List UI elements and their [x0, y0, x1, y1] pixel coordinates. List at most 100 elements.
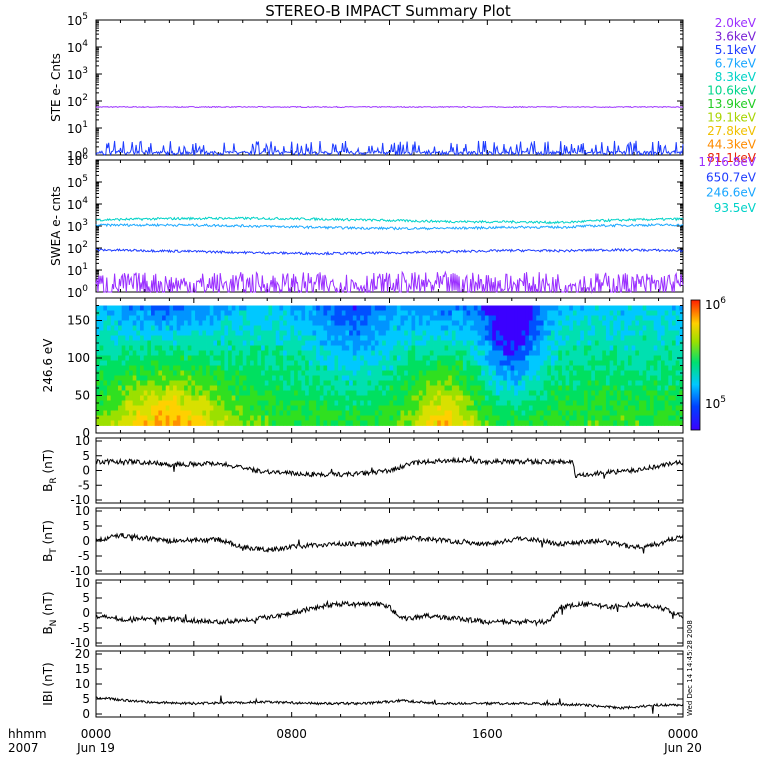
- pad-cell: [198, 380, 203, 386]
- legend-ste-entry: 5.1keV: [715, 43, 757, 57]
- pad-cell: [627, 365, 633, 371]
- pad-cell: [664, 360, 669, 366]
- pad-cell: [275, 385, 280, 391]
- pad-cell: [228, 400, 233, 406]
- pad-cell: [620, 375, 625, 381]
- pad-cell: [466, 375, 471, 381]
- pad-cell: [572, 385, 578, 391]
- pad-cell: [444, 385, 449, 391]
- pad-cell: [228, 380, 233, 386]
- pad-cell: [264, 410, 269, 416]
- pad-cell: [195, 315, 200, 321]
- pad-cell: [671, 350, 677, 356]
- pad-cell: [209, 335, 214, 341]
- pad-cell: [352, 350, 357, 356]
- pad-cell: [437, 325, 442, 331]
- pad-cell: [279, 380, 284, 386]
- pad-cell: [294, 395, 299, 401]
- pad-cell: [114, 385, 119, 391]
- pad-cell: [671, 325, 677, 331]
- pad-cell: [418, 365, 423, 371]
- pad-cell: [671, 305, 677, 311]
- pad-cell: [184, 360, 189, 366]
- pad-cell: [517, 380, 522, 386]
- pad-cell: [583, 355, 589, 361]
- pad-cell: [264, 375, 269, 381]
- pad-cell: [558, 350, 563, 356]
- pad-cell: [217, 315, 222, 321]
- swea-ytick-label: 101: [67, 262, 88, 278]
- pad-cell: [367, 405, 372, 411]
- pad-cell: [470, 370, 475, 376]
- pad-cell: [253, 325, 258, 331]
- pad-cell: [301, 400, 306, 406]
- pad-cell: [235, 355, 240, 361]
- pad-cell: [220, 400, 225, 406]
- pad-cell: [609, 315, 614, 321]
- pad-cell: [103, 340, 108, 346]
- pad-cell: [675, 405, 680, 411]
- pad-cell: [451, 305, 456, 311]
- pad-cell: [477, 360, 482, 366]
- pad-cell: [312, 355, 317, 361]
- pad-cell: [492, 405, 497, 411]
- pad-cell: [360, 310, 365, 316]
- pad-cell: [440, 370, 445, 376]
- pad-cell: [253, 370, 258, 376]
- pad-cell: [609, 400, 614, 406]
- pad-cell: [378, 415, 383, 421]
- pad-cell: [437, 415, 442, 421]
- pad-cell: [649, 395, 655, 401]
- pad-cell: [184, 395, 189, 401]
- pad-cell: [99, 390, 104, 396]
- pad-cell: [327, 315, 332, 321]
- pad-cell: [528, 335, 533, 341]
- pad-cell: [591, 405, 596, 411]
- pad-cell: [429, 410, 434, 416]
- pad-cell: [415, 305, 420, 311]
- pad-cell: [598, 360, 603, 366]
- pad-cell: [338, 325, 343, 331]
- pad-cell: [664, 385, 669, 391]
- pad-cell: [371, 335, 376, 341]
- pad-cell: [213, 340, 218, 346]
- pad-cell: [547, 395, 552, 401]
- pad-cell: [235, 315, 240, 321]
- pad-cell: [319, 340, 324, 346]
- pad-cell: [250, 340, 255, 346]
- pad-cell: [147, 420, 152, 426]
- pad-cell: [224, 375, 229, 381]
- pad-cell: [440, 325, 445, 331]
- pad-cell: [283, 320, 288, 326]
- pad-cell: [279, 385, 284, 391]
- pad-cell: [396, 385, 401, 391]
- pad-cell: [558, 325, 563, 331]
- pad-cell: [323, 335, 328, 341]
- pad-cell: [653, 335, 658, 341]
- pad-cell: [565, 340, 570, 346]
- pad-cell: [297, 415, 302, 421]
- pad-cell: [664, 320, 669, 326]
- pad-cell: [620, 410, 625, 416]
- pad-cell: [638, 360, 644, 366]
- pad-cell: [297, 370, 302, 376]
- pad-cell: [184, 390, 189, 396]
- pad-cell: [268, 355, 273, 361]
- pad-cell: [558, 335, 563, 341]
- pad-cell: [191, 335, 196, 341]
- pad-cell: [312, 315, 317, 321]
- pad-cell: [107, 320, 112, 326]
- pad-cell: [356, 395, 361, 401]
- pad-cell: [220, 405, 225, 411]
- pad-cell: [242, 335, 247, 341]
- pad-cell: [136, 390, 141, 396]
- time-tick-date: Jun 20: [663, 741, 702, 755]
- pad-cell: [426, 350, 431, 356]
- pad-cell: [110, 330, 115, 336]
- pad-cell: [191, 350, 196, 356]
- pad-cell: [272, 330, 277, 336]
- pad-cell: [565, 390, 570, 396]
- pad-cell: [525, 320, 530, 326]
- pad-cell: [382, 335, 387, 341]
- pad-cell: [202, 385, 207, 391]
